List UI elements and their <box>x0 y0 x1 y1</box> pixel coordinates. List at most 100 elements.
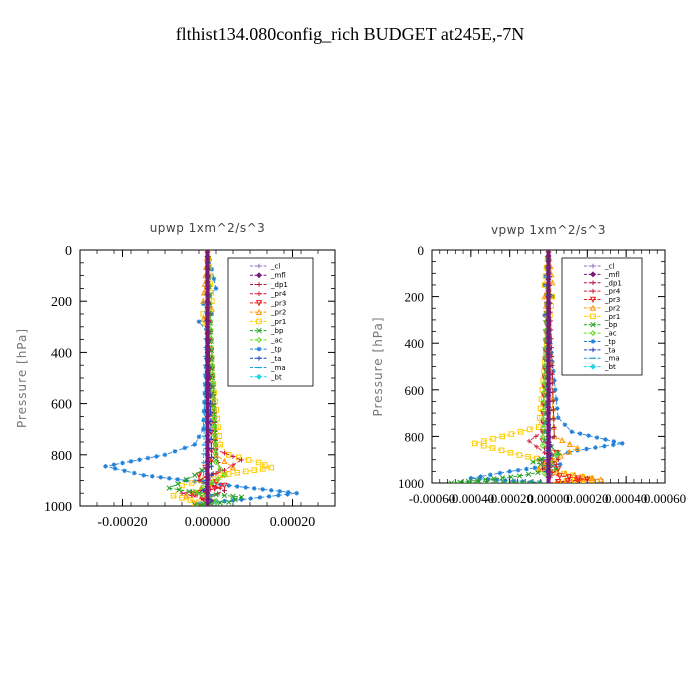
marker-star <box>507 469 512 474</box>
marker-x <box>535 469 541 476</box>
marker-plus <box>208 436 214 442</box>
marker-diamond <box>545 340 552 347</box>
marker-plus <box>189 493 195 499</box>
marker-square <box>508 431 515 437</box>
marker-star <box>256 346 262 352</box>
marker-diamond <box>545 480 552 483</box>
marker-x <box>226 499 232 505</box>
marker-triangle-down <box>555 479 562 483</box>
marker-diamond <box>204 272 211 279</box>
legend-item: _pr3 <box>584 296 620 304</box>
marker-square <box>489 445 496 451</box>
marker-star <box>515 467 521 473</box>
marker-diamond <box>204 381 211 388</box>
legend-item: _ac <box>584 330 617 338</box>
y-tick-label: 800 <box>51 449 72 464</box>
marker-diamond-open <box>589 330 597 337</box>
legend-item: _ma <box>584 355 620 363</box>
marker-diamond <box>204 503 211 506</box>
marker-diamond <box>204 407 211 413</box>
legend-item: _dp1 <box>584 279 622 287</box>
marker-star <box>162 452 168 458</box>
series-line-ac <box>193 250 226 506</box>
marker-x <box>492 480 499 483</box>
marker-star <box>611 442 616 448</box>
marker-diamond-open <box>212 459 220 466</box>
marker-diamond <box>204 368 211 375</box>
marker-star <box>137 457 142 463</box>
marker-x <box>538 456 545 462</box>
marker-diamond <box>204 253 211 260</box>
marker-diamond <box>545 334 552 341</box>
marker-star <box>201 418 206 423</box>
marker-star <box>485 477 491 482</box>
marker-plus <box>222 488 227 493</box>
marker-x <box>516 473 523 479</box>
legend-label: _cl <box>604 263 614 271</box>
marker-x <box>212 439 218 445</box>
marker-diamond-open <box>208 344 215 351</box>
x-tick-label: 0.00020 <box>566 491 608 506</box>
marker-triangle-up <box>183 492 190 499</box>
marker-triangle-up <box>557 452 564 459</box>
marker-plus <box>256 291 262 296</box>
marker-diamond-open <box>212 497 220 504</box>
marker-star <box>192 479 198 484</box>
legend-label: _bp <box>604 321 618 329</box>
marker-diamond <box>204 432 211 439</box>
marker-x <box>475 480 481 483</box>
marker-diamond <box>545 410 552 417</box>
marker-star <box>477 476 482 482</box>
marker-star <box>172 449 178 454</box>
marker-star <box>520 479 525 483</box>
marker-diamond <box>545 416 552 422</box>
marker-diamond <box>255 373 263 380</box>
marker-x <box>457 480 463 483</box>
marker-diamond <box>589 271 597 278</box>
marker-x <box>213 492 219 498</box>
legend-label: _ta <box>270 355 282 363</box>
marker-diamond <box>204 304 211 311</box>
marker-x <box>484 480 490 483</box>
marker-triangle-up <box>589 304 597 311</box>
marker-star <box>611 439 617 444</box>
x-tick-label: -0.00060 <box>409 491 456 506</box>
marker-star <box>234 484 240 489</box>
marker-star <box>511 478 517 483</box>
marker-diamond-open <box>540 407 547 414</box>
marker-diamond-open <box>541 389 548 396</box>
marker-plus <box>209 498 215 504</box>
marker-x <box>166 485 172 491</box>
marker-star <box>239 497 244 502</box>
marker-diamond <box>545 439 552 446</box>
legend-item: _tp <box>584 338 616 346</box>
marker-diamond <box>545 322 552 329</box>
marker-x <box>230 493 236 499</box>
marker-star <box>524 466 529 472</box>
marker-diamond <box>545 474 552 481</box>
marker-star <box>285 491 290 497</box>
marker-square <box>259 466 266 472</box>
marker-x <box>175 481 181 487</box>
series-line-pr2 <box>537 250 601 483</box>
legend-item: _mfl <box>250 272 286 280</box>
marker-diamond <box>204 394 211 401</box>
marker-plus <box>209 463 214 469</box>
marker-plus <box>256 282 262 287</box>
marker-diamond <box>204 285 211 292</box>
marker-diamond <box>204 477 211 484</box>
marker-diamond-open <box>198 491 205 498</box>
marker-diamond <box>204 413 211 420</box>
marker-plus <box>590 347 596 353</box>
marker-plus <box>551 407 556 413</box>
marker-star <box>122 468 127 474</box>
marker-star <box>285 489 291 495</box>
marker-diamond <box>545 258 552 265</box>
marker-star <box>584 446 589 452</box>
marker-star <box>294 490 300 496</box>
marker-plus <box>590 288 596 294</box>
marker-star <box>554 406 560 411</box>
marker-star <box>569 429 575 435</box>
marker-plus <box>196 478 202 483</box>
marker-star <box>562 422 568 428</box>
